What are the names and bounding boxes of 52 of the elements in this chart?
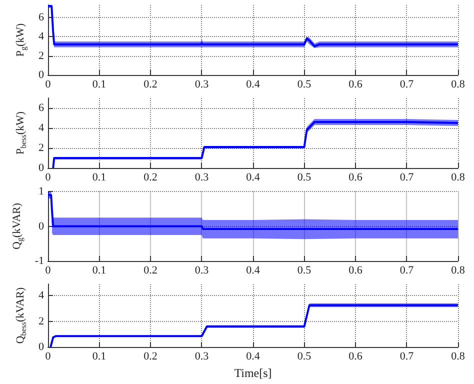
y-axis-title: Pbess(kW) — [14, 111, 28, 155]
y-axis-title: Qg(kVAR) — [10, 202, 24, 250]
x-tick-label: 0.5 — [297, 172, 312, 184]
y-tick-label: 0 — [38, 162, 44, 174]
x-tick-label: 0.8 — [451, 350, 466, 363]
x-tick-label: 0.5 — [297, 350, 312, 363]
x-tick-label: 0.7 — [400, 78, 414, 90]
x-tick-label: 0.4 — [246, 350, 260, 363]
y-axis-title: Pg(kW) — [14, 23, 28, 57]
y-tick-label: 4 — [38, 30, 44, 43]
y-tick-label: 2 — [38, 315, 44, 328]
x-tick-label: 0.1 — [92, 172, 106, 184]
x-tick-label: 0.5 — [297, 78, 312, 90]
y-tick-label: -1 — [34, 255, 44, 267]
x-tick-label: 0.2 — [144, 172, 158, 184]
x-tick-label: 0.8 — [451, 264, 466, 276]
y-axis-title: Qbess(kVAR) — [14, 287, 28, 344]
x-tick-label: 0.3 — [194, 350, 210, 363]
x-tick-label: 0.1 — [92, 350, 106, 363]
x-tick-label: 0.7 — [400, 172, 414, 184]
x-tick-label: 0.8 — [451, 172, 466, 184]
x-tick-label: 0.7 — [400, 264, 414, 276]
y-tick-label: 1 — [38, 186, 44, 198]
x-tick-label: 0.6 — [348, 78, 363, 90]
x-tick-label: 0.3 — [194, 264, 210, 276]
x-tick-label: 0.6 — [348, 172, 363, 184]
x-tick-label: 0.1 — [92, 264, 106, 276]
x-tick-label: 0.4 — [246, 172, 260, 184]
y-tick-label: 6 — [38, 102, 44, 114]
x-tick-label: 0.5 — [297, 264, 312, 276]
y-tick-label: 2 — [38, 142, 44, 154]
line-series — [47, 194, 459, 230]
y-tick-label: 0 — [38, 220, 44, 232]
x-tick-label: 0.2 — [144, 350, 158, 363]
x-tick-label: 0.3 — [194, 172, 210, 184]
x-axis-title: Time[s] — [234, 366, 272, 380]
x-tick-label: 0.2 — [144, 264, 158, 276]
y-tick-label: 2 — [38, 50, 44, 62]
x-tick-label: 0.7 — [400, 350, 414, 363]
x-tick-label: 0.6 — [348, 350, 363, 363]
y-tick-label: 6 — [38, 11, 44, 24]
x-tick-label: 0.8 — [451, 78, 466, 90]
y-tick-label: 0 — [38, 69, 44, 81]
y-tick-label: 4 — [38, 122, 44, 134]
x-tick-label: 0.4 — [246, 264, 260, 276]
x-tick-label: 0.3 — [194, 78, 210, 90]
x-tick-label: 0.4 — [246, 78, 260, 90]
y-tick-label: 4 — [38, 290, 44, 302]
y-tick-label: 0 — [38, 341, 44, 354]
x-tick-label: 0.2 — [144, 78, 158, 90]
x-tick-label: 0.1 — [92, 78, 106, 90]
x-tick-label: 0.6 — [348, 264, 363, 276]
